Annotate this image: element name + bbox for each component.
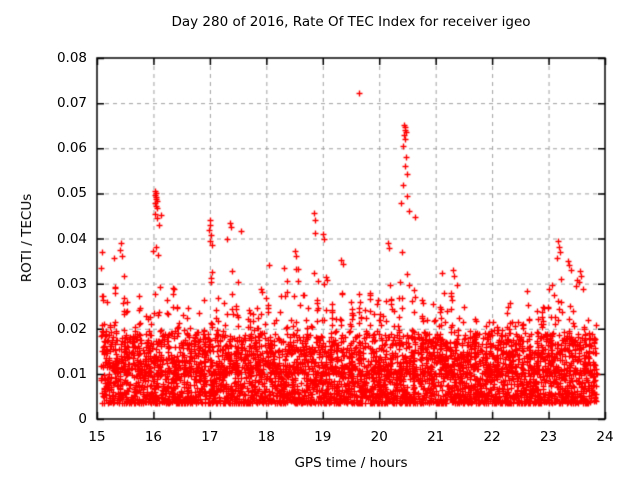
y-tick-label: 0.03 (56, 275, 87, 292)
x-tick-label: 18 (257, 429, 275, 445)
x-tick-label: 20 (370, 429, 388, 445)
x-tick-label: 21 (427, 429, 445, 445)
y-tick-label: 0.06 (56, 140, 87, 157)
y-tick-label: 0.01 (56, 365, 87, 382)
x-tick-label: 23 (539, 429, 558, 445)
y-tick-label: 0.04 (56, 230, 87, 247)
x-tick-label: 24 (596, 429, 614, 445)
y-tick-label: 0.05 (56, 185, 87, 202)
x-tick-label: 16 (144, 429, 163, 445)
x-axis-label: GPS time / hours (294, 455, 408, 471)
y-tick-label: 0.07 (56, 95, 87, 112)
x-tick-label: 22 (483, 429, 501, 445)
x-tick-label: 19 (314, 429, 332, 445)
y-tick-label: 0.08 (56, 50, 87, 66)
x-tick-label: 15 (88, 429, 106, 445)
chart-title: Day 280 of 2016, Rate Of TEC Index for r… (171, 14, 531, 30)
y-tick-label: 0.02 (56, 320, 87, 337)
x-tick-label: 17 (201, 429, 219, 445)
y-tick-label: 0 (78, 411, 87, 427)
